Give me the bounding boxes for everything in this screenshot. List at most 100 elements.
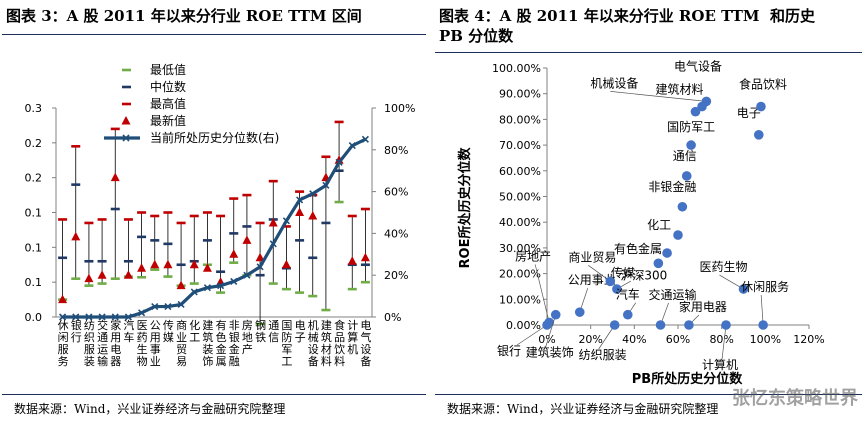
right-y-tick-label: 0% <box>384 311 401 324</box>
latest-marker <box>176 280 186 290</box>
right-title-rule <box>435 52 862 53</box>
current-percentile-point <box>335 158 343 166</box>
category-range-group <box>295 190 305 294</box>
roe-range-chart: 0.0 0.1 0.1 0.1 0.2 0.2 0.3 0% 20% 40% 60% 80% 100% 休… <box>25 62 416 368</box>
latest-marker <box>242 235 252 244</box>
point-label: 建筑装饰 <box>526 345 574 360</box>
scatter-point-group: 建筑材料 <box>655 82 703 117</box>
right-y-tick-label: 100% <box>384 102 415 115</box>
x-tick-label: 100% <box>750 333 781 346</box>
scatter-point-group: 纺织服装 <box>579 320 627 362</box>
x-mark-b <box>124 313 132 321</box>
point-label: 建筑材料 <box>655 82 703 97</box>
point-label: 电子 <box>737 106 761 120</box>
current-percentile-line <box>62 137 367 319</box>
category-label: 计算机 <box>347 319 358 356</box>
y-tick-label: 30.00% <box>499 242 541 255</box>
scatter-point-group: 传媒 <box>611 265 635 294</box>
leader-line <box>610 91 707 102</box>
x-tick-label: 60% <box>666 333 690 346</box>
scatter-point <box>673 230 683 240</box>
category-label: 交通运输 <box>97 318 108 368</box>
current-percentile-point <box>203 284 211 292</box>
category-range-group <box>334 120 344 204</box>
category-range-group <box>71 145 81 280</box>
category-label: 钢铁 <box>255 319 266 344</box>
category-range-group <box>347 214 357 291</box>
current-percentile-point <box>72 313 80 321</box>
x-mark-b <box>111 313 119 321</box>
y-tick-label: 60.00% <box>499 165 541 178</box>
category-label: 建筑材料 <box>321 318 332 368</box>
scatter-point <box>721 320 731 330</box>
latest-marker <box>71 231 81 241</box>
category-label: 通信 <box>268 319 279 344</box>
current-percentile-point <box>164 302 172 311</box>
point-label: 沪深300 <box>620 268 667 282</box>
latest-marker <box>308 210 318 220</box>
x-mark-b <box>296 196 304 204</box>
x-mark-b <box>85 313 93 321</box>
scatter-point <box>662 248 672 258</box>
scatter-point <box>686 140 696 150</box>
latest-marker <box>347 256 357 265</box>
scatter-point-group: 建筑装饰 <box>526 309 574 360</box>
category-range-group <box>84 221 94 287</box>
point-label: 有色金属 <box>614 241 662 256</box>
x-mark-b <box>217 282 225 290</box>
scatter-point-group: 有色金属 <box>614 230 683 256</box>
legend-item: 最低值 <box>122 62 186 77</box>
scatter-point-group: 医药生物 <box>700 260 749 294</box>
scatter-point <box>605 276 616 287</box>
current-percentile-point <box>217 282 225 290</box>
category-label: 房地产 <box>242 319 253 356</box>
latest-marker <box>123 270 133 279</box>
left-y-tick-label: 0.1 <box>25 241 43 254</box>
x-mark-b <box>98 313 106 321</box>
scatter-point-group: 国防军工 <box>667 119 715 150</box>
scatter-point <box>622 309 633 320</box>
right-y-tick-label: 60% <box>384 186 408 199</box>
category-range-group <box>255 221 265 326</box>
legend-label: 最高值 <box>150 96 186 111</box>
legend-label: 最新值 <box>150 113 186 128</box>
scatter-point-group: 沪深300 <box>620 258 667 282</box>
right-y-tick-label: 80% <box>384 144 408 157</box>
legend-label: 中位数 <box>150 79 186 94</box>
legend-label: 当前所处历史分位数(右) <box>150 130 279 145</box>
category-label: 公用事业 <box>150 319 161 368</box>
x-mark-b <box>59 313 67 321</box>
category-label: 电气设备 <box>360 319 371 368</box>
scatter-point-group: 通信 <box>673 149 697 181</box>
scatter-point-group: 电气设备 <box>674 59 722 112</box>
category-label: 传媒 <box>163 319 174 344</box>
left-y-tick-label: 0.2 <box>25 137 43 150</box>
point-label: 传媒 <box>611 265 635 280</box>
category-range-group <box>229 197 239 264</box>
point-label: 电气设备 <box>674 59 722 74</box>
x-axis-title: PB所处历史分位数 <box>632 371 743 387</box>
left-source-rule <box>2 394 426 395</box>
current-percentile-point <box>296 196 304 204</box>
current-percentile-point <box>361 135 369 143</box>
right-figure-panel: 图表 4：A 股 2011 年以来分行业 ROE TTM 和历史 PB 分位数 … <box>433 0 866 432</box>
y-tick-label: 10.00% <box>499 293 541 306</box>
category-range-group <box>58 218 68 304</box>
point-label: 纺织服装 <box>579 348 627 362</box>
point-label: 医药生物 <box>700 260 748 274</box>
category-label: 非银金融 <box>229 319 240 368</box>
category-range-group <box>202 211 212 272</box>
category-range-group <box>97 218 107 285</box>
x-tick-label: 40% <box>622 333 646 346</box>
category-label: 纺织服装 <box>84 318 95 368</box>
category-label: 电子 <box>295 319 306 344</box>
current-percentile-point <box>151 302 159 311</box>
x-mark-b <box>322 181 330 189</box>
point-label: 家用电器 <box>679 299 727 314</box>
point-label: 非银金融 <box>648 179 696 194</box>
scatter-point-group: 家用电器 <box>679 299 727 330</box>
leader-line <box>534 264 550 323</box>
x-mark-b <box>190 288 198 296</box>
left-y-tick-label: 0.2 <box>25 172 43 185</box>
